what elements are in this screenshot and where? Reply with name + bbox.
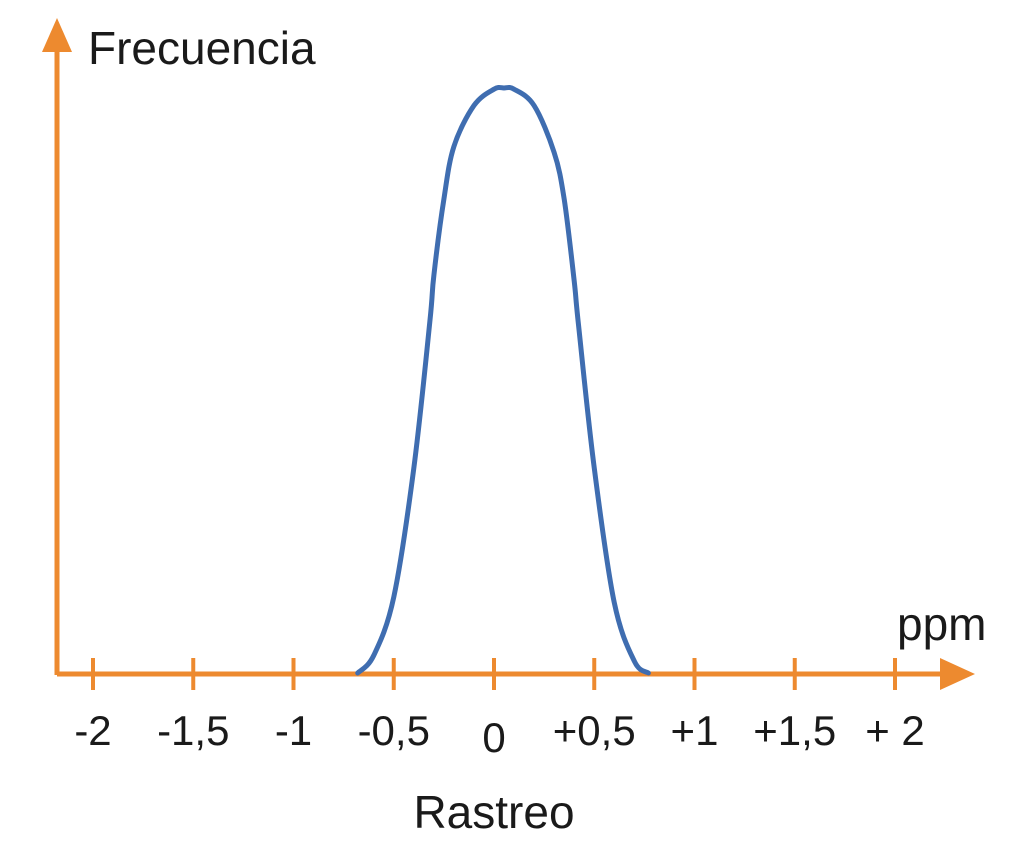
x-unit-label: ppm — [897, 598, 986, 650]
axes — [42, 18, 975, 690]
x-tick-label: -1 — [275, 707, 312, 754]
x-tick-label: +0,5 — [553, 707, 636, 754]
x-ticks — [91, 658, 897, 690]
x-axis-arrowhead — [940, 658, 975, 690]
y-axis-arrowhead — [42, 18, 72, 52]
frequency-curve — [355, 84, 651, 676]
x-tick-label: -0,5 — [358, 707, 430, 754]
x-tick-label: +1 — [671, 707, 719, 754]
x-tick-label: 0 — [482, 714, 505, 761]
x-tick-labels: -2 -1,5 -1 -0,5 0 +0,5 +1 +1,5 + 2 — [74, 707, 924, 761]
x-tick-label: -2 — [74, 707, 111, 754]
y-axis-title: Frecuencia — [88, 22, 316, 74]
x-axis-title: Rastreo — [413, 786, 574, 838]
x-tick-label: + 2 — [865, 707, 925, 754]
x-tick-label: +1,5 — [753, 707, 836, 754]
x-tick-label: -1,5 — [157, 707, 229, 754]
